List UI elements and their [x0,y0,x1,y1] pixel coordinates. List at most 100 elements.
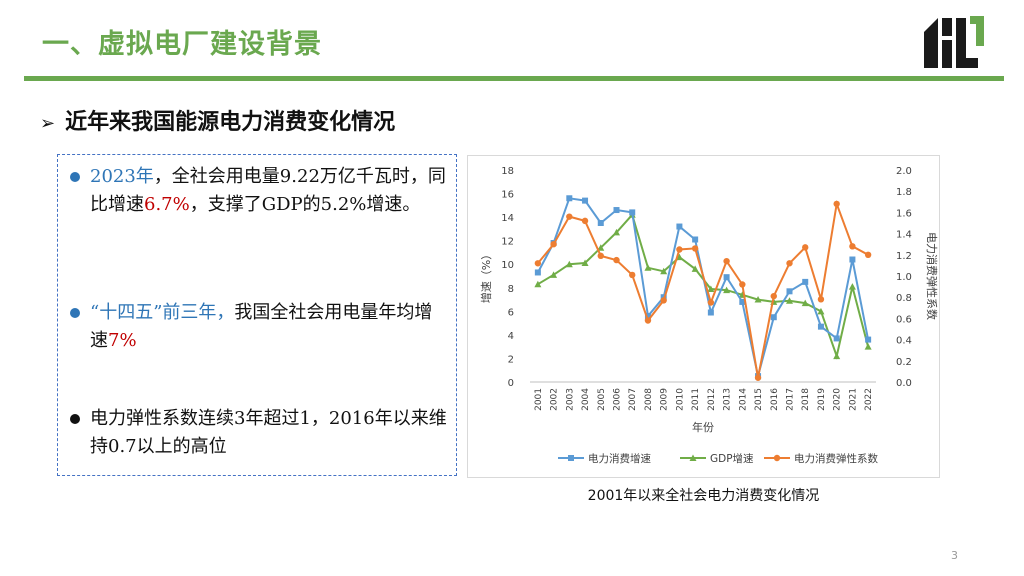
bullet-highlight: 2023年 [90,166,154,187]
bullet-body: ，支撑了GDP的5.2%增速。 [189,194,421,215]
data-point [864,343,872,350]
data-point [802,278,809,285]
data-point [801,299,809,307]
data-point [723,286,731,294]
page-number: 3 [951,549,958,562]
y2-tick-label: 0.4 [896,336,912,347]
data-point [660,297,667,304]
data-point [534,260,542,267]
y2-tick-label: 0.2 [896,357,912,368]
data-point [723,274,730,281]
data-point [691,245,699,252]
x-tick-label: 2008 [644,388,654,411]
data-point [566,195,573,202]
bullet-body: 电力弹性系数连续3年超过1，2016年以来维持0.7以上的高位 [90,408,447,457]
data-point [786,260,793,267]
data-point [849,243,856,250]
y-tick-label: 8 [508,284,514,295]
data-point [848,283,856,290]
subtitle-text: 近年来我国能源电力消费变化情况 [65,110,396,135]
bullet-14th-plan: “十四五”前三年，我国全社会用电量年均增速7% [70,299,450,355]
data-point [865,336,872,343]
chart-frame: 0 2 4 6 8 10 12 14 16 18 0.0 0.2 0.4 0.6 0.8 1.0 1.2 1.4 1… [467,155,940,478]
x-tick-label: 2005 [597,388,607,411]
data-point [676,246,683,253]
data-point [864,251,872,258]
y-tick-label: 6 [508,307,514,318]
x-tick-label: 2012 [707,388,717,411]
bullet-dot-icon [70,172,80,182]
data-point [691,265,699,272]
y2-tick-label: 0.6 [896,314,912,325]
y-tick-label: 10 [501,260,514,271]
data-point [817,307,825,315]
x-tick-label: 2017 [786,388,796,411]
logo-mark [924,16,984,68]
data-point [786,297,793,304]
x-tick-label: 2014 [738,388,748,411]
x-tick-label: 2003 [565,388,575,411]
legend-label: 电力消费增速 [588,452,651,465]
x-tick-label: 2007 [628,388,638,411]
series-line [537,212,870,360]
x-tick-label: 2016 [770,388,780,411]
bullet-value: 6.7% [144,194,190,215]
data-point [629,209,636,216]
data-point [582,197,589,204]
y-tick-label: 4 [508,331,514,342]
y2-tick-label: 0.8 [896,293,912,304]
subtitle-arrow-icon: ➢ [40,113,56,134]
x-tick-label: 2006 [613,388,623,411]
x-tick-label: 2001 [534,388,544,411]
legend-label: GDP增速 [710,452,754,465]
y2-tick-label: 1.6 [896,208,912,219]
data-point [817,296,825,303]
data-point [833,352,841,360]
data-point [739,298,746,305]
data-point [817,323,824,330]
bullet-text: 电力弹性系数连续3年超过1，2016年以来维持0.7以上的高位 [90,405,450,461]
x-tick-label: 2009 [660,388,670,411]
data-point [739,281,746,288]
y2-axis-label: 电力消费弹性系数 [925,232,939,320]
electricity-chart: 0 2 4 6 8 10 12 14 16 18 0.0 0.2 0.4 0.6 0.8 1.0 1.2 1.4 1… [479,166,939,465]
data-point [770,314,777,321]
y2-tick-label: 1.4 [896,230,912,241]
x-tick-label: 2011 [691,388,701,411]
x-tick-label: 2015 [754,388,764,411]
x-tick-label: 2020 [833,388,843,411]
legend-marker [568,455,574,461]
data-point [802,244,809,251]
chart-caption: 2001年以来全社会电力消费变化情况 [587,488,820,504]
data-point [723,257,730,265]
y-tick-label: 0 [508,378,514,389]
data-point [676,223,683,230]
x-tick-label: 2002 [550,388,560,411]
data-point [786,288,793,295]
title-rule [24,76,1004,81]
y-tick-label: 14 [501,213,514,224]
summary-box [57,154,457,476]
data-point [581,217,589,225]
y-axis-label: 增速（%） [479,249,493,303]
bullet-value: 7% [108,330,137,351]
bullet-dot-icon [70,308,80,318]
y-tick-label: 16 [501,190,514,201]
data-point [644,264,652,271]
x-axis-label: 年份 [692,420,714,434]
data-point [754,296,762,303]
data-point [644,313,651,320]
x-tick-label: 2004 [581,388,591,411]
bullet-dot-icon [70,414,80,424]
x-tick-label: 2019 [817,388,827,411]
data-point [849,256,856,263]
bullet-text: “十四五”前三年，我国全社会用电量年均增速7% [90,299,450,355]
x-tick-label: 2013 [723,388,733,411]
y2-tick-label: 0.0 [896,378,912,389]
y2-tick-label: 1.0 [896,272,912,283]
y2-tick-label: 1.8 [896,187,912,198]
data-point [754,374,762,381]
data-point [550,271,558,278]
data-point [707,299,715,306]
data-point [707,285,715,292]
